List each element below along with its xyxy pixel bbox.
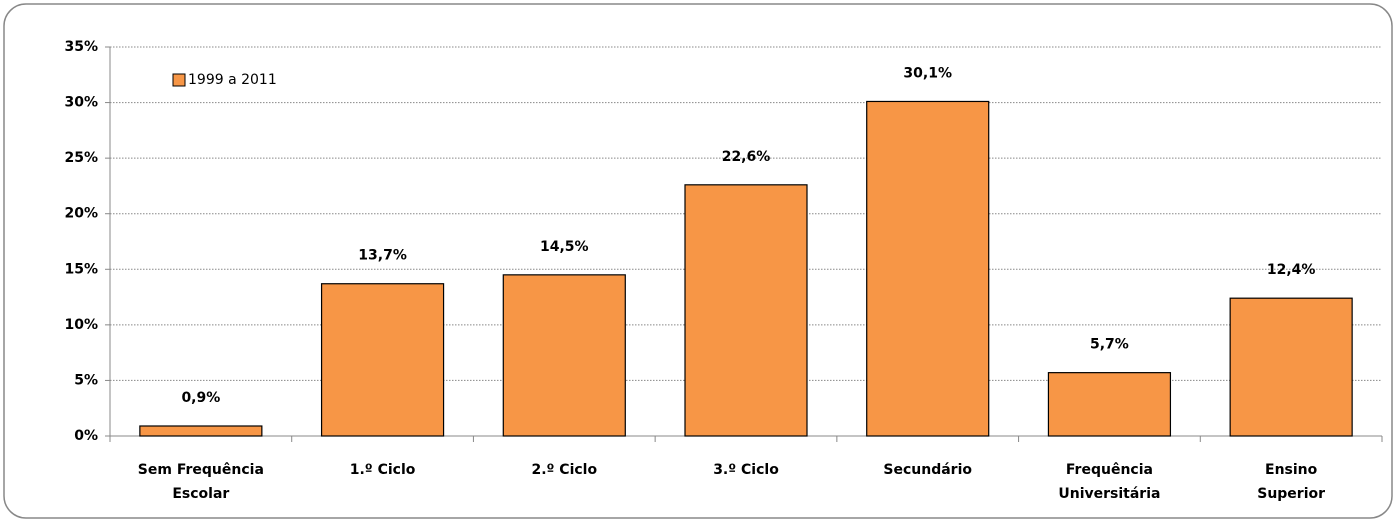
bar: [684, 184, 808, 437]
y-tick-label: 5%: [74, 372, 98, 388]
x-tick-label: Secundário: [883, 462, 972, 478]
data-label: 14,5%: [540, 239, 589, 255]
x-tick-label: Universitária: [1058, 486, 1160, 502]
x-tick-label: Frequência: [1066, 462, 1153, 478]
data-label: 12,4%: [1267, 262, 1316, 278]
bar: [139, 425, 263, 437]
bar: [320, 283, 445, 437]
bar: [866, 100, 990, 437]
data-label: 13,7%: [358, 248, 407, 264]
y-tick-label: 35%: [64, 39, 98, 55]
y-tick-label: 30%: [64, 95, 98, 111]
bar: [1047, 372, 1172, 437]
data-label: 0,9%: [181, 390, 220, 406]
y-tick-label: 15%: [64, 261, 98, 277]
data-label: 30,1%: [903, 65, 952, 81]
x-tick-label: Ensino: [1265, 462, 1318, 478]
x-tick-label: Escolar: [172, 486, 229, 502]
y-tick-label: 25%: [64, 150, 98, 166]
legend-label: 1999 a 2011: [188, 72, 277, 88]
data-label: 5,7%: [1090, 337, 1129, 353]
bar: [1229, 297, 1353, 437]
data-label: 22,6%: [722, 149, 771, 165]
x-tick-label: 3.º Ciclo: [713, 462, 779, 478]
x-tick-label: 1.º Ciclo: [350, 462, 416, 478]
y-tick-label: 0%: [74, 428, 98, 444]
y-tick-label: 20%: [64, 206, 98, 222]
legend-swatch: [172, 73, 186, 87]
x-tick-label: 2.º Ciclo: [531, 462, 597, 478]
y-tick-label: 10%: [64, 317, 98, 333]
x-tick-label: Superior: [1257, 486, 1325, 502]
bar: [502, 274, 626, 437]
x-tick-label: Sem Frequência: [138, 462, 264, 478]
